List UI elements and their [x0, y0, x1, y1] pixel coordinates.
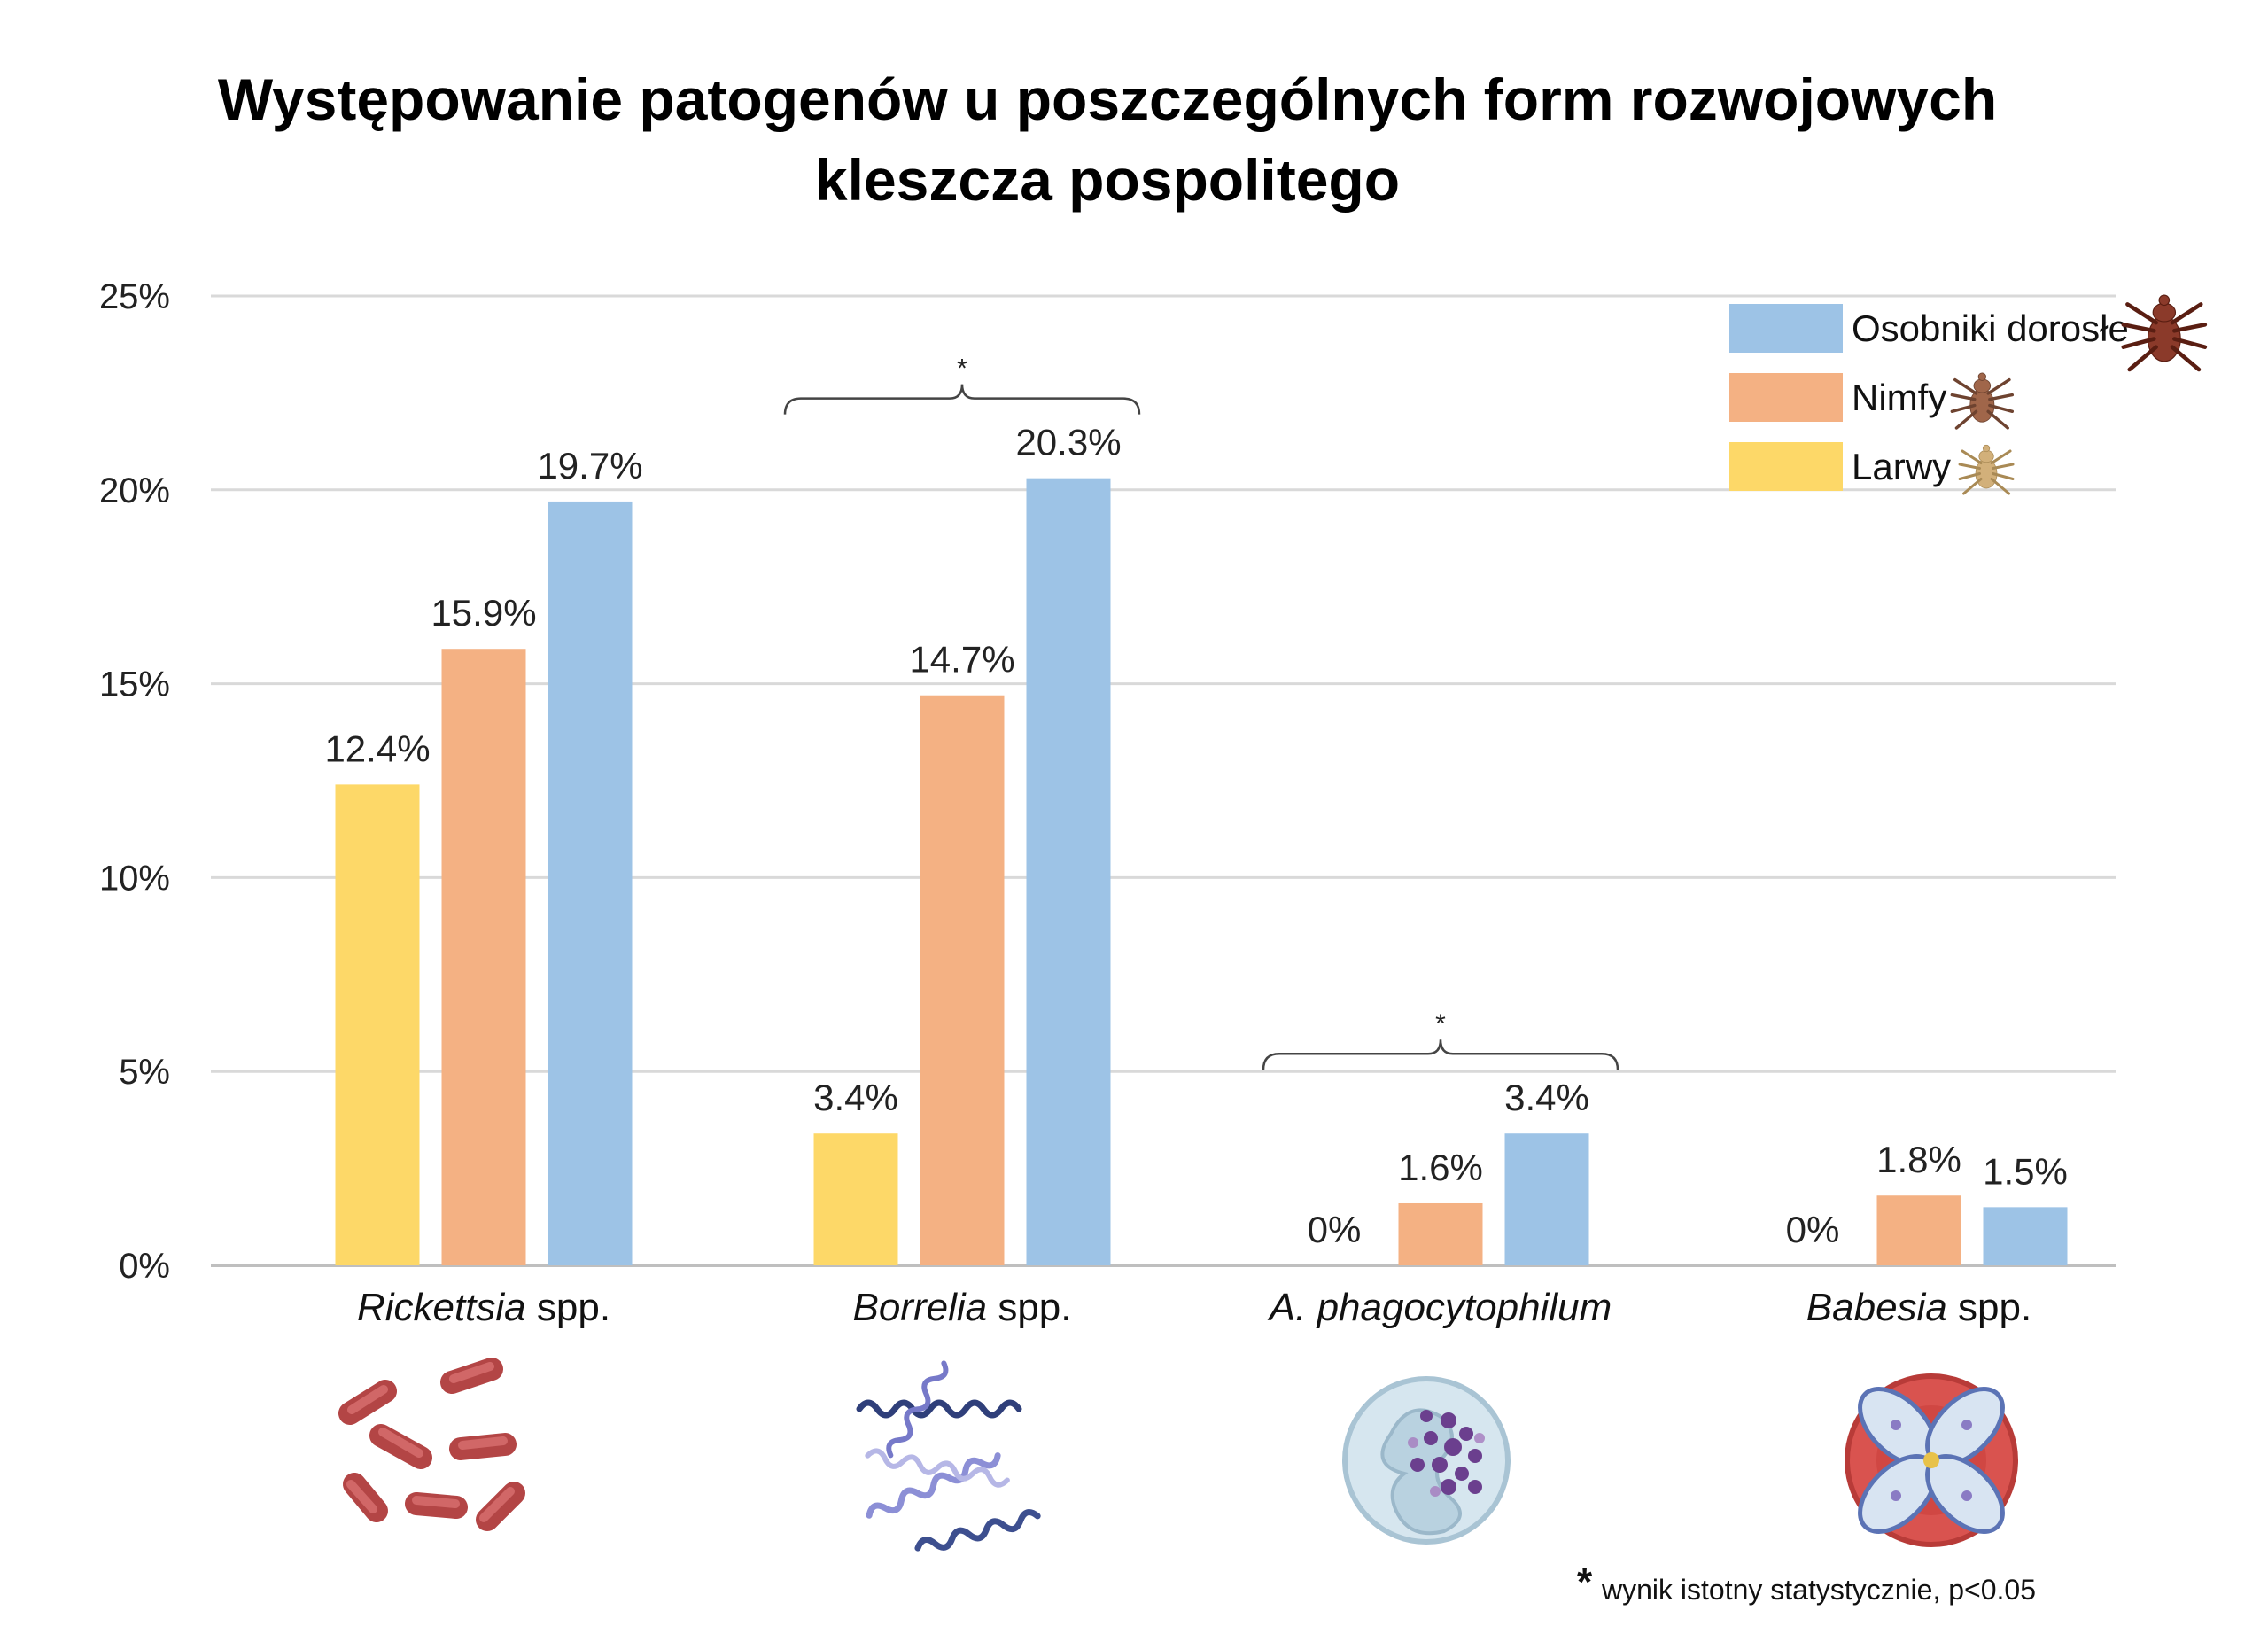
significance-mark: *: [957, 354, 967, 384]
significance-bracket: [1262, 1039, 1619, 1070]
data-label: 3.4%: [1504, 1077, 1589, 1118]
data-label: 15.9%: [431, 592, 536, 634]
data-label: 12.4%: [324, 728, 430, 769]
bar: [335, 784, 420, 1265]
nymph-tick-icon: [1950, 371, 2015, 430]
x-category-label: Babesia spp.: [1806, 1286, 2031, 1329]
x-axis-category-labels: Rickettsia spp. Borrelia spp. A. phagocyto…: [357, 1286, 2031, 1329]
gridlines: [211, 294, 2116, 1267]
x-category-label: Borrelia spp.: [852, 1286, 1071, 1329]
bar: [441, 649, 526, 1265]
legend-label: Larwy: [1852, 446, 1951, 487]
neutrophil-cell-icon: [1342, 1376, 1511, 1545]
footnote-text: wynik istotny statystycznie, p<0.05: [1601, 1574, 2036, 1606]
significance-mark: *: [1435, 1009, 1446, 1039]
legend-label: Osobniki dorosłe: [1852, 307, 2129, 349]
y-tick-label: 0%: [119, 1247, 170, 1286]
significance-brackets: **: [783, 354, 1619, 1070]
data-label: 1.5%: [1983, 1150, 2068, 1192]
data-label: 1.6%: [1398, 1147, 1483, 1188]
chart-title: Występowanie patogenów u poszczególnych …: [218, 66, 1997, 213]
significance-bracket: [783, 384, 1141, 415]
y-tick-label: 25%: [99, 277, 170, 316]
data-label: 19.7%: [537, 445, 642, 486]
data-label: 20.3%: [1015, 422, 1121, 463]
legend-swatch: [1729, 442, 1843, 491]
bars: [335, 478, 2068, 1265]
infected-red-blood-cell-icon: [1845, 1373, 2018, 1547]
y-tick-label: 5%: [119, 1053, 170, 1092]
bar: [813, 1133, 898, 1265]
bar: [1504, 1133, 1589, 1265]
legend-swatch: [1729, 304, 1843, 353]
bar: [1398, 1202, 1483, 1265]
larva-tick-icon: [1958, 443, 2015, 495]
x-category-label: Rickettsia spp.: [357, 1286, 610, 1329]
footnote: * wynik istotny statystycznie, p<0.05: [1577, 1560, 2036, 1606]
adult-tick-icon: [2124, 295, 2205, 370]
y-axis-tick-labels: 0% 5% 10% 15% 20% 25%: [99, 277, 170, 1286]
chart-title-line-2: kleszcza pospolitego: [815, 147, 1400, 213]
bar: [1876, 1195, 1961, 1265]
data-label: 3.4%: [813, 1077, 898, 1118]
data-label: 14.7%: [909, 639, 1014, 681]
legend: Osobniki dorosłe Nimfy Larwy: [1729, 295, 2205, 495]
value-labels: 12.4% 3.4% 0% 0% 15.9% 14.7% 1.6% 1.8% 19.7% 20.3…: [324, 422, 2067, 1250]
y-tick-label: 15%: [99, 665, 170, 704]
spirochete-icon: [856, 1360, 1041, 1552]
data-label: 1.8%: [1876, 1139, 1961, 1180]
bar: [1026, 478, 1111, 1265]
data-label: 0%: [1786, 1209, 1840, 1250]
bar: [548, 501, 633, 1265]
bar: [920, 695, 1005, 1265]
rod-bacteria-icon: [338, 1358, 525, 1531]
y-tick-label: 10%: [99, 859, 170, 898]
legend-swatch: [1729, 373, 1843, 422]
y-tick-label: 20%: [99, 471, 170, 510]
data-label: 0%: [1308, 1209, 1362, 1250]
legend-label: Nimfy: [1852, 377, 1946, 418]
bar: [1983, 1207, 2068, 1265]
chart-title-line-1: Występowanie patogenów u poszczególnych …: [218, 66, 1997, 132]
x-category-label: A. phagocytophilum: [1267, 1286, 1612, 1329]
footnote-star: *: [1577, 1560, 1593, 1604]
